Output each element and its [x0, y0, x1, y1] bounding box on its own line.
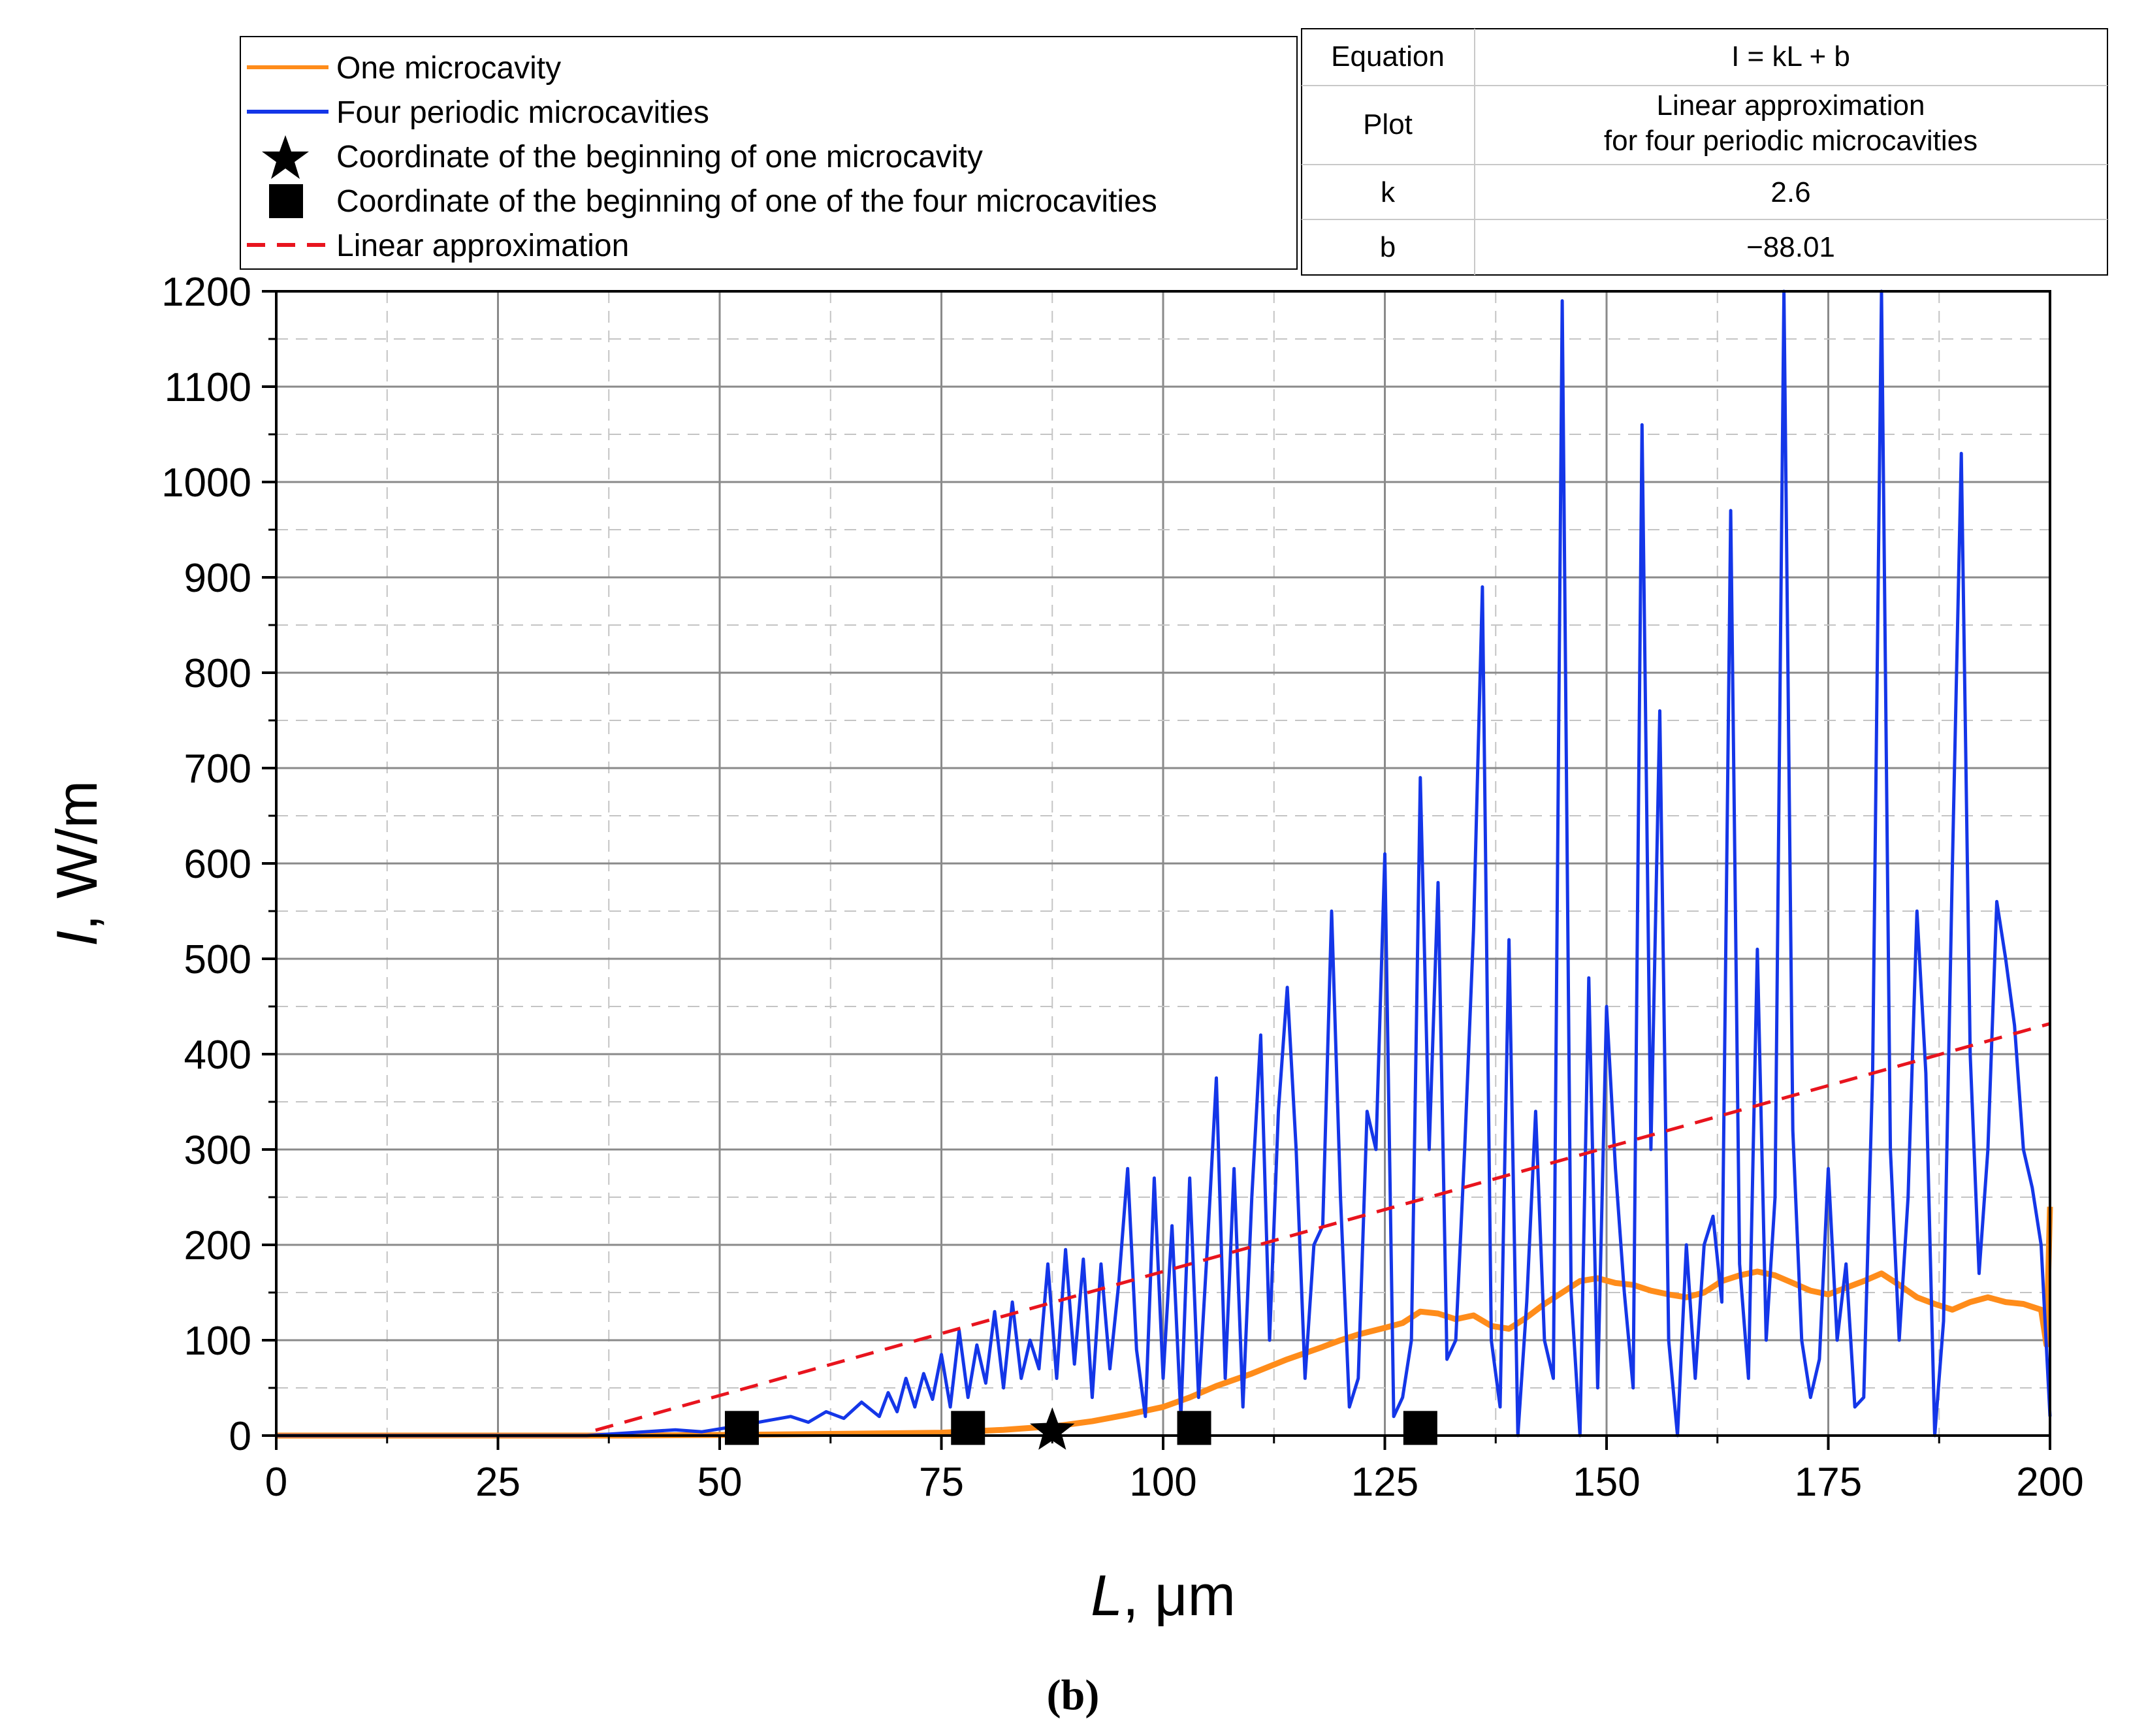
y-tick-label: 300 [184, 1128, 251, 1173]
y-tick-label: 600 [184, 842, 251, 887]
legend-label-four-microcavities: Four periodic microcavities [336, 95, 709, 130]
series-four-periodic-microcavities [276, 289, 2052, 1438]
x-axis-ticks: 0 25 50 75 100 125 150 175 200 [265, 1436, 2084, 1505]
legend-label-linear-approximation: Linear approximation [336, 229, 629, 263]
x-tick-label: 75 [919, 1460, 964, 1505]
x-tick-label: 100 [1129, 1460, 1196, 1505]
fit-table-frame [1301, 28, 2108, 276]
series-layer [276, 289, 2053, 1439]
legend-square-icon [269, 184, 303, 218]
fit-table-key-b: b [1380, 231, 1396, 263]
x-tick-label: 125 [1351, 1460, 1418, 1505]
y-axis-title: I, W/m [44, 780, 109, 946]
y-tick-label: 900 [184, 556, 251, 601]
marker-four-microcavities-start [1403, 1411, 1437, 1445]
marker-four-microcavities-start [1177, 1411, 1211, 1445]
fit-table-value-equation: I = kL + b [1731, 40, 1850, 72]
fit-table-value-plot-line1: Linear approximation [1657, 89, 1925, 121]
x-axis-variable: L [1091, 1563, 1123, 1628]
legend-star-icon [262, 135, 309, 179]
x-axis-title: L, μm [1091, 1563, 1236, 1628]
legend-label-star-marker: Coordinate of the beginning of one micro… [336, 140, 983, 174]
y-tick-label: 1100 [165, 365, 251, 410]
fit-table-key-plot: Plot [1363, 108, 1413, 140]
y-tick-label: 500 [184, 937, 251, 982]
legend-label-one-microcavity: One microcavity [336, 51, 561, 86]
marker-layer [724, 1407, 1437, 1450]
y-tick-label: 1200 [161, 270, 251, 315]
marker-one-microcavity-start [1030, 1407, 1075, 1450]
y-tick-label: 700 [184, 747, 251, 792]
series-linear-approximation [595, 1021, 2051, 1432]
y-tick-label: 100 [184, 1319, 251, 1364]
fit-table-key-k: k [1381, 176, 1396, 208]
legend: One microcavity Four periodic microcavit… [240, 36, 1298, 270]
fit-table: Equation I = kL + b Plot Linear approxim… [1301, 28, 2108, 276]
fit-table-key-equation: Equation [1331, 40, 1445, 72]
fit-table-value-b: −88.01 [1746, 231, 1835, 263]
y-axis-ticks: 0 100 200 300 400 500 600 700 800 900 1000 1100 1200 [161, 270, 276, 1459]
legend-frame [240, 36, 1298, 270]
y-tick-label: 800 [184, 651, 251, 696]
figure-caption: (b) [1047, 1671, 1100, 1719]
y-axis-variable: I [44, 931, 109, 946]
marker-four-microcavities-start [724, 1411, 759, 1445]
y-tick-label: 400 [184, 1033, 251, 1078]
series-one-microcavity [276, 1206, 2053, 1439]
grid [276, 291, 2050, 1436]
y-axis-unit: , W/m [44, 780, 109, 931]
y-tick-label: 200 [184, 1223, 251, 1268]
y-tick-label: 0 [229, 1414, 251, 1459]
y-tick-label: 1000 [161, 460, 251, 506]
x-tick-label: 175 [1795, 1460, 1862, 1505]
marker-four-microcavities-start [951, 1411, 985, 1445]
x-tick-label: 150 [1573, 1460, 1640, 1505]
x-tick-label: 0 [265, 1460, 287, 1505]
fit-table-value-k: 2.6 [1770, 176, 1810, 208]
x-tick-label: 50 [697, 1460, 743, 1505]
x-tick-label: 200 [2016, 1460, 2083, 1505]
x-tick-label: 25 [475, 1460, 520, 1505]
x-axis-unit: , μm [1123, 1563, 1236, 1628]
fit-table-value-plot-line2: for four periodic microcavities [1604, 125, 1978, 157]
legend-label-square-marker: Coordinate of the beginning of one of th… [336, 184, 1157, 219]
